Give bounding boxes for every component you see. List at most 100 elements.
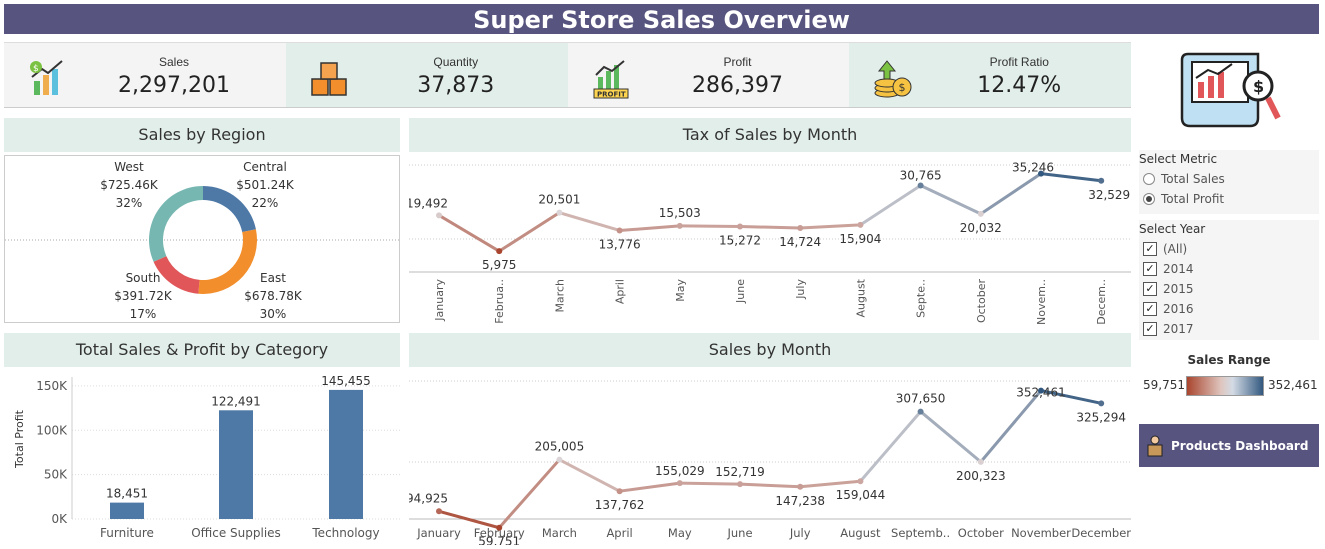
x-tick-label: April — [606, 526, 632, 540]
data-point — [917, 408, 924, 415]
bar — [219, 410, 253, 519]
region-pct-label: 17% — [130, 307, 157, 321]
year-option-2017[interactable]: ✓ 2017 — [1143, 322, 1194, 336]
data-label: 13,776 — [599, 237, 641, 251]
report-magnifier-icon: $ — [1180, 52, 1281, 128]
boxes-icon — [311, 62, 347, 96]
donut-slice-central — [203, 186, 256, 233]
data-label: 145,455 — [321, 374, 371, 388]
data-label: 15,272 — [719, 234, 761, 248]
data-label: 155,029 — [655, 464, 705, 478]
x-tick-label: October — [958, 526, 1004, 540]
data-point — [1098, 177, 1105, 184]
checkbox-checked-icon[interactable]: ✓ — [1143, 322, 1157, 336]
metric-filter-bg — [1139, 150, 1319, 214]
x-tick-label: May — [674, 279, 687, 302]
panel-title-category: Total Sales & Profit by Category — [4, 333, 400, 367]
metric-option-total-profit[interactable]: Total Profit — [1143, 192, 1224, 206]
series-line-segment — [738, 482, 802, 489]
kpi-sales: $ Sales 2,297,201 — [4, 43, 286, 107]
checkbox-checked-icon[interactable]: ✓ — [1143, 302, 1157, 316]
data-point — [857, 478, 864, 485]
data-label: 307,650 — [896, 392, 946, 406]
metric-option-total-sales[interactable]: Total Sales — [1143, 172, 1225, 186]
sales-month-line-svg: 94,925January59,751February205,005March1… — [406, 380, 1131, 549]
series-line-segment — [618, 481, 682, 493]
year-option-all[interactable]: ✓ (All) — [1143, 242, 1187, 256]
x-tick-label: August — [854, 278, 867, 317]
data-point — [737, 481, 743, 488]
y-tick-label: 100K — [36, 423, 68, 437]
checkbox-checked-icon[interactable]: ✓ — [1143, 242, 1157, 256]
bar — [329, 389, 363, 519]
checkbox-checked-icon[interactable]: ✓ — [1143, 282, 1157, 296]
data-label: 122,491 — [211, 394, 261, 408]
series-line-segment — [979, 172, 1043, 216]
x-tick-label: August — [840, 526, 881, 540]
metric-option-label: Total Profit — [1161, 192, 1225, 206]
kpi-profit: PROFIT Profit 286,397 — [567, 43, 850, 107]
data-point — [436, 508, 442, 515]
series-line-segment — [919, 410, 983, 464]
radio-icon[interactable] — [1143, 173, 1155, 185]
tax-line-svg: 19,492 January 5,975 Februa.. 20,501 March 13,… — [406, 161, 1131, 325]
data-point — [797, 483, 804, 490]
donut-slice-east — [198, 229, 257, 294]
series-line-segment — [497, 211, 561, 253]
person-box-icon — [1147, 435, 1163, 456]
region-pct-label: 32% — [116, 196, 143, 210]
series-line-segment — [798, 223, 862, 230]
year-option-2014[interactable]: ✓ 2014 — [1143, 262, 1194, 276]
checkbox-checked-icon[interactable]: ✓ — [1143, 262, 1157, 276]
radio-selected-icon[interactable] — [1143, 193, 1155, 205]
data-label: 20,501 — [538, 193, 580, 207]
data-point — [556, 209, 563, 216]
products-dashboard-button[interactable]: Products Dashboard — [1139, 424, 1319, 467]
data-point — [616, 488, 623, 495]
kpi-label: Quantity — [433, 55, 479, 69]
series-line-segment — [979, 389, 1043, 464]
year-option-2016[interactable]: ✓ 2016 — [1143, 302, 1194, 316]
y-tick-label: 0K — [51, 512, 68, 526]
y-axis-title: Total Profit — [13, 409, 26, 469]
data-label: 325,294 — [1076, 410, 1126, 424]
series-line-segment — [738, 225, 802, 230]
x-tick-label: March — [553, 279, 566, 313]
data-label: 30,765 — [900, 168, 942, 182]
region-value-label: $391.72K — [114, 289, 173, 303]
data-point — [977, 210, 984, 217]
profit-chart-icon: PROFIT — [593, 60, 628, 99]
x-tick-label: February — [474, 526, 525, 540]
panel-title-sales-month: Sales by Month — [409, 333, 1131, 367]
category-bar-svg: Total Profit 0K 50K 100K 150K 18,451 Furniture… — [13, 374, 400, 540]
data-label: 152,719 — [715, 465, 765, 479]
y-tick-label: 150K — [36, 379, 68, 393]
data-point — [616, 227, 623, 234]
sales-range-gradient — [1186, 376, 1264, 396]
kpi-value: 37,873 — [417, 73, 495, 98]
sales-growth-icon: $ — [30, 60, 63, 95]
x-tick-label: Office Supplies — [191, 526, 281, 540]
data-point — [676, 480, 683, 487]
panel-title-region: Sales by Region — [4, 118, 400, 152]
data-label: 15,904 — [839, 232, 881, 246]
series-line-segment — [678, 224, 742, 229]
series-line-segment — [437, 213, 501, 253]
year-option-2015[interactable]: ✓ 2015 — [1143, 282, 1194, 296]
data-point — [857, 221, 864, 228]
data-label: 15,503 — [659, 206, 701, 220]
kpi-label: Profit Ratio — [989, 55, 1049, 69]
donut-slice-west — [149, 186, 203, 262]
series-line-segment — [618, 224, 682, 232]
series-line-segment — [858, 183, 923, 227]
series-line-segment — [858, 410, 923, 483]
kpi-profit-ratio: $ Profit Ratio 12.47% — [849, 43, 1131, 107]
data-label: 35,246 — [1012, 161, 1054, 175]
series-line-segment — [678, 481, 742, 486]
x-tick-label: May — [668, 526, 692, 540]
x-tick-label: Novem.. — [1035, 279, 1048, 325]
data-label: 19,492 — [409, 196, 448, 210]
data-label: 352,461 — [1016, 386, 1066, 400]
series-line-segment — [1039, 172, 1103, 183]
year-option-label: (All) — [1163, 242, 1188, 256]
